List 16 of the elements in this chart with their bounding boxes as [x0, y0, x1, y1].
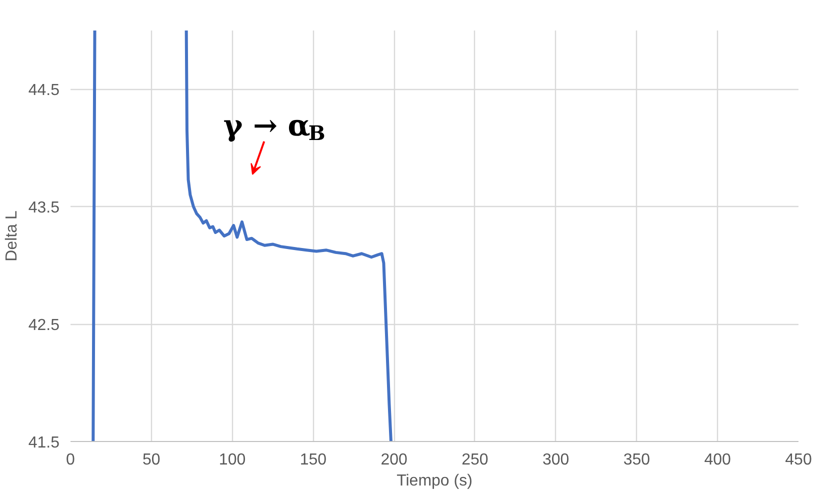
x-axis-title: Tiempo (s)	[396, 472, 472, 490]
x-tick-label: 450	[785, 452, 812, 468]
y-tick-label: 43.5	[28, 200, 60, 217]
x-tick-label: 150	[300, 452, 327, 468]
y-tick-label: 44.5	[28, 82, 60, 100]
x-tick-label: 0	[66, 452, 76, 468]
x-tick-label: 400	[704, 452, 732, 468]
x-tick-label: 100	[218, 452, 246, 468]
x-tick-label: 300	[542, 452, 570, 468]
x-tick-label: 350	[623, 452, 650, 468]
y-axis-title: Delta L	[3, 210, 20, 262]
y-tick-label: 41.5	[28, 434, 60, 452]
x-tick-label: 250	[462, 452, 488, 468]
x-tick-label: 50	[142, 452, 160, 468]
x-tick-label: 200	[380, 452, 408, 468]
y-tick-label: 42.5	[28, 317, 60, 334]
